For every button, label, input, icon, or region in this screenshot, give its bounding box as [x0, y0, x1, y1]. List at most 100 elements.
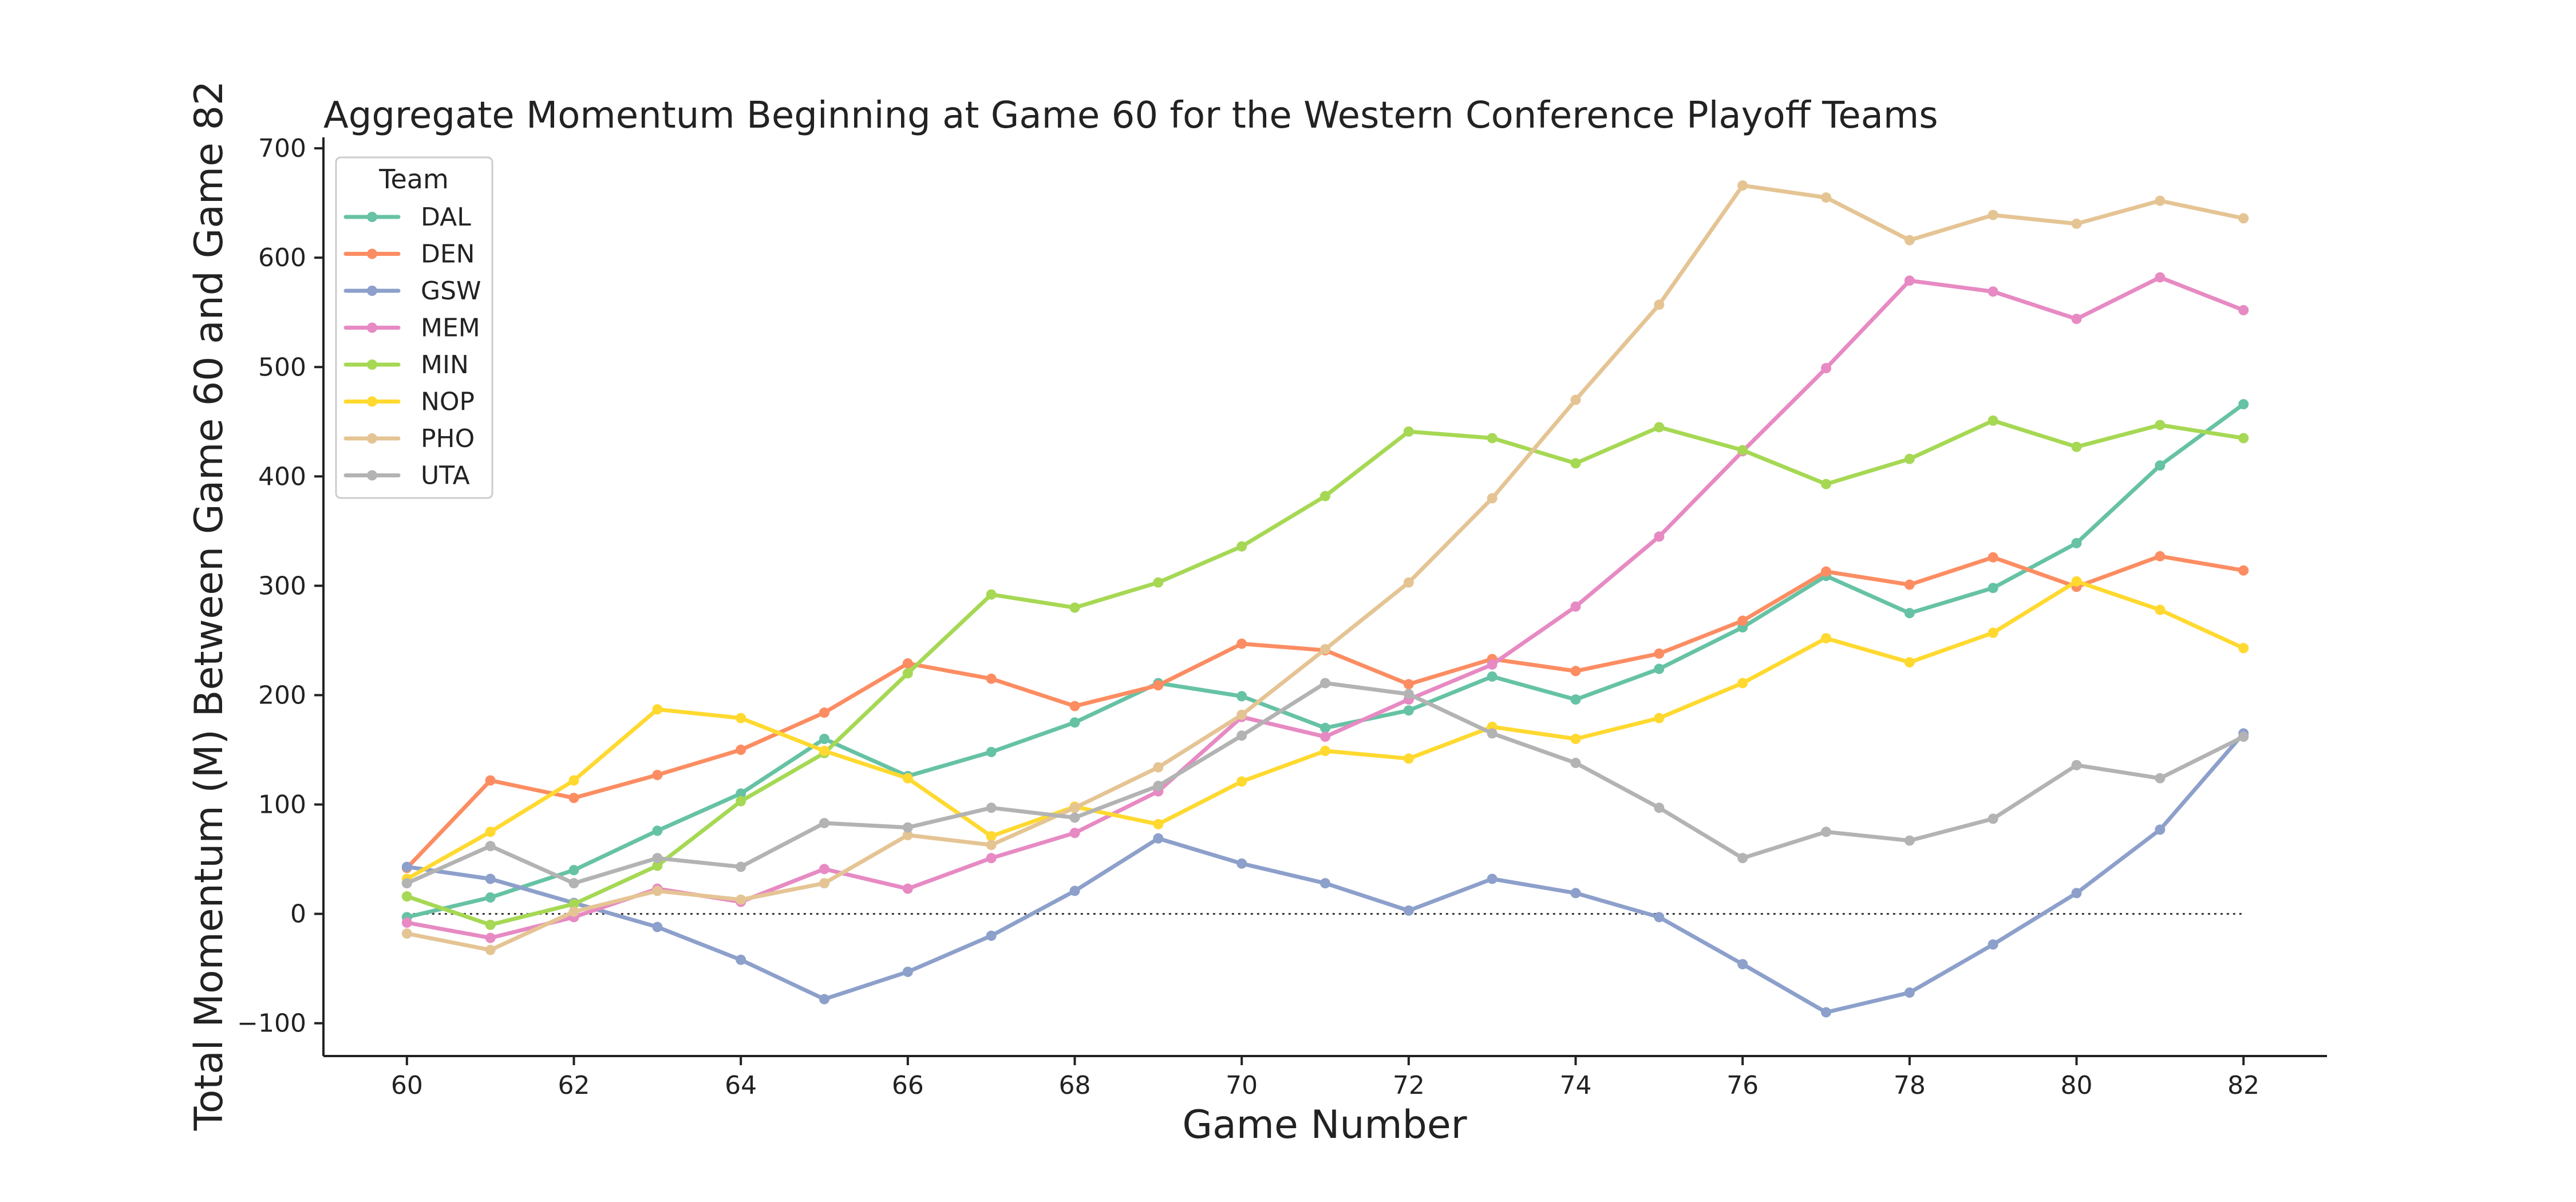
- x-tick-label: 80: [2061, 1071, 2093, 1100]
- legend-item-uta: UTA: [343, 461, 470, 491]
- legend-label: DEN: [421, 240, 475, 269]
- legend: Team DAL DEN GSW MEM MIN NOP PHO UTA: [335, 156, 493, 499]
- data-point-dal: [986, 746, 997, 757]
- legend-label: MIN: [421, 350, 469, 379]
- x-tick-label: 78: [1894, 1071, 1926, 1100]
- data-point-dal: [2155, 460, 2166, 471]
- data-point-nop: [1570, 733, 1581, 744]
- data-point-uta: [2071, 760, 2082, 770]
- data-point-dal: [819, 733, 829, 744]
- data-point-min: [1403, 426, 1414, 437]
- data-point-nop: [2155, 604, 2166, 615]
- y-axis-label: Total Momentum (M) Between Game 60 and G…: [187, 81, 232, 1131]
- data-point-den: [1236, 638, 1247, 649]
- series-line-mem: [405, 275, 2246, 940]
- legend-swatch-marker: [367, 248, 377, 259]
- data-point-uta: [1153, 781, 1164, 792]
- data-point-uta: [568, 878, 579, 889]
- data-point-pho: [568, 906, 579, 917]
- legend-swatch-marker: [367, 470, 377, 481]
- data-point-min: [902, 668, 913, 679]
- data-point-pho: [2155, 195, 2166, 206]
- data-point-min: [1821, 479, 1831, 489]
- data-point-nop: [1988, 627, 1998, 638]
- y-tick-label: 600: [258, 243, 306, 272]
- data-point-mem: [1988, 286, 1998, 297]
- legend-item-gsw: GSW: [343, 276, 481, 306]
- chart-title: Aggregate Momentum Beginning at Game 60 …: [323, 94, 1938, 137]
- data-point-den: [902, 658, 913, 669]
- data-point-den: [1737, 615, 1748, 626]
- y-tick-label: 300: [258, 571, 306, 600]
- legend-item-pho: PHO: [343, 424, 475, 453]
- data-point-pho: [1487, 493, 1498, 504]
- legend-item-min: MIN: [343, 350, 469, 379]
- data-point-min: [1988, 415, 1998, 426]
- x-axis-label: Game Number: [1182, 1102, 1467, 1148]
- data-point-min: [1487, 433, 1498, 444]
- data-point-dal: [1654, 663, 1665, 674]
- data-point-mem: [2071, 314, 2082, 325]
- data-point-nop: [568, 775, 579, 786]
- data-point-gsw: [401, 861, 412, 872]
- data-point-min: [736, 796, 746, 806]
- data-point-dal: [1988, 583, 1998, 594]
- data-point-gsw: [1403, 905, 1414, 916]
- data-point-uta: [1236, 730, 1247, 741]
- data-point-pho: [2238, 213, 2249, 224]
- data-point-nop: [485, 827, 496, 837]
- legend-label: UTA: [421, 461, 470, 491]
- data-point-pho: [819, 878, 829, 889]
- y-tick-label: 0: [290, 900, 306, 929]
- legend-item-dal: DAL: [343, 203, 471, 232]
- data-point-nop: [1403, 753, 1414, 764]
- data-point-nop: [1904, 657, 1915, 668]
- data-point-uta: [736, 861, 746, 872]
- data-point-den: [2238, 565, 2249, 576]
- data-point-gsw: [1821, 1007, 1831, 1018]
- legend-swatch-marker: [367, 286, 377, 296]
- series-min: [401, 415, 2249, 930]
- data-point-den: [1069, 701, 1080, 711]
- data-point-pho: [1403, 577, 1414, 588]
- data-point-den: [652, 769, 663, 780]
- data-point-den: [819, 707, 829, 718]
- data-point-pho: [902, 830, 913, 841]
- data-point-min: [2155, 420, 2166, 430]
- legend-item-nop: NOP: [343, 388, 475, 417]
- data-point-gsw: [1988, 939, 1998, 950]
- data-point-gsw: [652, 922, 663, 932]
- legend-label: PHO: [421, 424, 475, 453]
- data-point-nop: [902, 773, 913, 784]
- x-ticks: 60 62 64 66 68 70 72 74 76 78 80 82: [391, 1056, 2259, 1100]
- data-point-den: [1153, 680, 1164, 691]
- legend-swatch-marker: [367, 433, 377, 444]
- data-point-min: [1904, 453, 1915, 464]
- data-point-pho: [1737, 180, 1748, 191]
- series-gsw: [401, 728, 2249, 1018]
- data-point-min: [1654, 422, 1665, 433]
- data-point-min: [1069, 602, 1080, 613]
- data-point-pho: [1069, 802, 1080, 813]
- data-point-pho: [1988, 209, 1998, 220]
- data-point-nop: [986, 831, 997, 841]
- data-point-mem: [986, 853, 997, 864]
- data-point-pho: [1570, 394, 1581, 405]
- x-tick-label: 72: [1393, 1071, 1425, 1100]
- data-point-den: [1821, 566, 1831, 577]
- data-point-dal: [652, 825, 663, 836]
- data-point-dal: [2238, 399, 2249, 410]
- data-point-gsw: [485, 873, 496, 884]
- data-point-gsw: [1904, 987, 1915, 998]
- data-point-min: [2071, 441, 2082, 452]
- legend-title: Team: [378, 164, 449, 195]
- data-point-mem: [1570, 601, 1581, 612]
- data-point-nop: [819, 745, 829, 756]
- data-point-uta: [652, 853, 663, 864]
- x-tick-label: 66: [892, 1071, 924, 1100]
- data-point-gsw: [1570, 888, 1581, 899]
- data-point-dal: [736, 788, 746, 799]
- legend-item-den: DEN: [343, 240, 475, 269]
- data-point-mem: [1320, 732, 1330, 742]
- data-point-den: [736, 745, 746, 755]
